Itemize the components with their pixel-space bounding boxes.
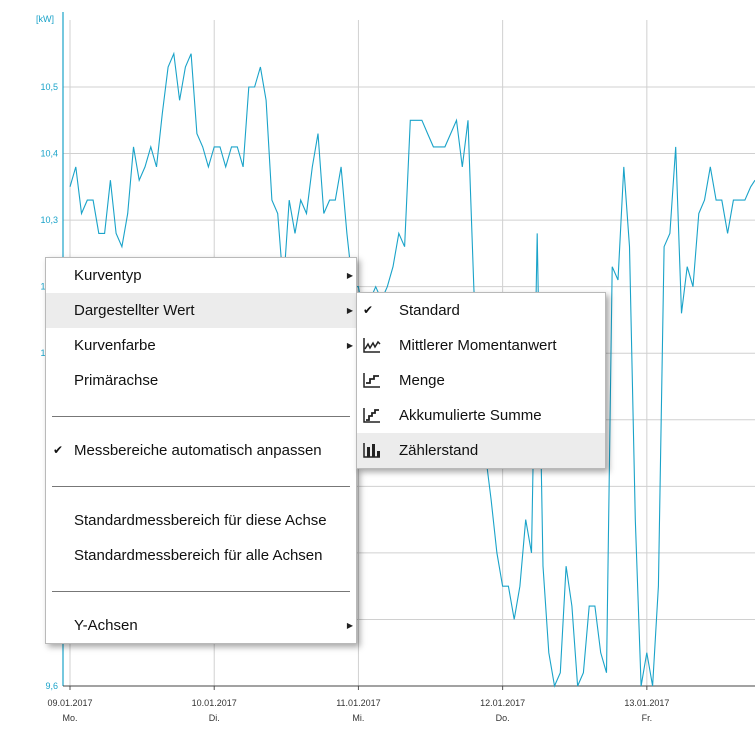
menu-item-kurventyp[interactable]: Kurventyp ▶ [46,258,356,293]
menu-item-label: Y-Achsen [74,617,138,634]
menu-separator [52,486,350,487]
x-tick-label: 09.01.2017 [47,698,92,708]
menu-item-y-achsen[interactable]: Y-Achsen ▶ [46,608,356,643]
submenu-item-label: Akkumulierte Summe [399,407,542,424]
average-curve-icon [363,338,381,353]
menu-item-standardmessbereich-achse[interactable]: Standardmessbereich für diese Achse [46,503,356,538]
submenu-item-label: Mittlerer Momentanwert [399,337,557,354]
submenu-dargestellter-wert: ✔ Standard Mittlerer Momentanwert Menge … [356,292,606,469]
context-menu: Kurventyp ▶ Dargestellter Wert ▶ Kurvenf… [45,257,357,644]
submenu-arrow-icon: ▶ [346,271,353,280]
check-icon: ✔ [363,303,374,317]
menu-item-label: Kurventyp [74,267,142,284]
x-tick-day-label: Di. [209,713,220,723]
menu-item-primaerachse[interactable]: Primärachse [46,363,356,398]
x-tick-label: 11.01.2017 [336,698,380,708]
submenu-arrow-icon: ▶ [346,306,353,315]
menu-item-kurvenfarbe[interactable]: Kurvenfarbe ▶ [46,328,356,363]
menu-item-standardmessbereich-alle[interactable]: Standardmessbereich für alle Achsen [46,538,356,573]
menu-item-label: Dargestellter Wert [74,302,195,319]
y-axis-unit-label: [kW] [36,14,54,24]
submenu-item-standard[interactable]: ✔ Standard [357,293,605,328]
submenu-item-zaehlerstand[interactable]: Zählerstand [357,433,605,468]
x-tick-day-label: Mi. [352,713,364,723]
menu-item-messbereiche-automatisch[interactable]: ✔ Messbereiche automatisch anpassen [46,433,356,468]
submenu-item-akkumulierte-summe[interactable]: Akkumulierte Summe [357,398,605,433]
series-line [69,51,755,688]
submenu-arrow-icon: ▶ [346,621,353,630]
submenu-item-label: Standard [399,302,460,319]
cumulative-step-icon [363,408,380,423]
x-tick-day-label: Do. [496,713,510,723]
submenu-item-mittlerer-momentanwert[interactable]: Mittlerer Momentanwert [357,328,605,363]
menu-item-dargestellter-wert[interactable]: Dargestellter Wert ▶ [46,293,356,328]
x-tick-day-label: Mo. [62,713,77,723]
submenu-item-label: Menge [399,372,445,389]
bar-chart-icon [363,443,380,458]
y-tick-label: 10,4 [40,149,58,159]
submenu-item-label: Zählerstand [399,442,479,459]
menu-separator [52,416,350,417]
menu-item-label: Standardmessbereich für diese Achse [74,512,327,529]
x-tick-label: 13.01.2017 [624,698,669,708]
menu-item-label: Messbereiche automatisch anpassen [74,442,322,459]
menu-separator [52,591,350,592]
y-tick-label: 9,6 [45,681,58,691]
submenu-item-menge[interactable]: Menge [357,363,605,398]
submenu-arrow-icon: ▶ [346,341,353,350]
menu-item-label: Kurvenfarbe [74,337,156,354]
x-tick-label: 12.01.2017 [480,698,525,708]
x-tick-day-label: Fr. [642,713,653,723]
check-icon: ✔ [53,443,64,457]
step-icon [363,373,380,388]
x-tick-label: 10.01.2017 [192,698,237,708]
menu-item-label: Primärachse [74,372,159,389]
y-tick-label: 10,3 [40,215,58,225]
menu-item-label: Standardmessbereich für alle Achsen [74,547,323,564]
y-tick-label: 10,5 [40,82,58,92]
